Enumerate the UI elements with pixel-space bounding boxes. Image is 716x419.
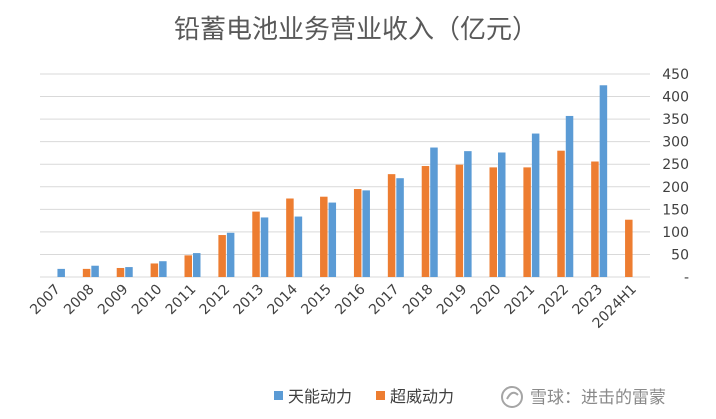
bar-tianneng-2017 bbox=[396, 178, 404, 277]
bar-tianneng-2023 bbox=[599, 85, 608, 278]
bar-tianneng-2012 bbox=[226, 232, 235, 277]
chart-title: 铅蓄电池业务营业收入（亿元） bbox=[174, 15, 538, 45]
legend-label-chaowei: 超威动力 bbox=[390, 387, 454, 406]
x-tick-label: 2007 bbox=[27, 282, 64, 319]
bar-chaowei-2024H1 bbox=[625, 219, 633, 277]
bar-chaowei-2011 bbox=[184, 255, 192, 277]
bar-tianneng-2008 bbox=[91, 265, 99, 277]
y-axis-ticks: 450 400 350 300 250 200 150 100 50 - bbox=[662, 67, 689, 286]
y-tick-label: 200 bbox=[662, 180, 689, 196]
legend: 天能动力 超威动力 bbox=[274, 387, 454, 406]
bar-chaowei-2015 bbox=[320, 196, 328, 277]
legend-swatch-tianneng bbox=[274, 391, 283, 400]
watermark-text: 雪球：进击的雷蒙 bbox=[530, 388, 666, 408]
bar-tianneng-2013 bbox=[260, 217, 269, 277]
bar-chaowei-2016 bbox=[353, 189, 362, 277]
bar-tianneng-2018 bbox=[430, 147, 438, 277]
x-tick-label: 2022 bbox=[536, 282, 573, 319]
bar-tianneng-2007 bbox=[57, 268, 65, 277]
bar-chaowei-2023 bbox=[591, 161, 599, 277]
x-tick-label: 2018 bbox=[400, 282, 437, 319]
bar-tianneng-2011 bbox=[193, 253, 201, 277]
legend-swatch-chaowei bbox=[376, 391, 385, 400]
bar-chaowei-2010 bbox=[150, 263, 159, 277]
bar-chaowei-2014 bbox=[286, 198, 294, 277]
y-tick-label: 400 bbox=[662, 90, 689, 106]
x-tick-label: 2012 bbox=[197, 282, 234, 319]
bar-tianneng-2022 bbox=[565, 115, 574, 277]
bar-tianneng-2009 bbox=[125, 267, 133, 277]
x-tick-label: 2008 bbox=[61, 282, 98, 319]
x-tick-label: 2010 bbox=[129, 282, 166, 319]
bar-tianneng-2020 bbox=[498, 152, 506, 277]
bar-tianneng-2010 bbox=[159, 261, 167, 277]
bar-tianneng-2015 bbox=[328, 202, 337, 277]
y-tick-label: 350 bbox=[662, 112, 689, 128]
bar-tianneng-2019 bbox=[464, 151, 472, 277]
bar-tianneng-2021 bbox=[531, 133, 540, 277]
bar-chaowei-2012 bbox=[218, 235, 226, 277]
y-tick-label: 450 bbox=[662, 67, 689, 83]
x-tick-label: 2019 bbox=[434, 282, 471, 319]
x-tick-label: 2021 bbox=[502, 282, 539, 319]
bar-chaowei-2008 bbox=[82, 268, 91, 277]
x-tick-label: 2015 bbox=[298, 282, 335, 319]
y-tick-label: 100 bbox=[662, 225, 689, 241]
bar-chaowei-2019 bbox=[455, 164, 464, 277]
bar-chaowei-2017 bbox=[387, 174, 396, 277]
bars bbox=[57, 85, 633, 278]
x-tick-label: 2016 bbox=[332, 281, 369, 318]
y-tick-label: 150 bbox=[662, 202, 689, 218]
y-tick-label: 50 bbox=[671, 247, 689, 263]
x-tick-label: 2017 bbox=[366, 282, 403, 319]
bar-tianneng-2016 bbox=[362, 190, 370, 277]
y-tick-label: 300 bbox=[662, 135, 689, 151]
x-tick-label: 2013 bbox=[231, 282, 268, 319]
bar-chaowei-2020 bbox=[489, 167, 497, 277]
bar-tianneng-2014 bbox=[294, 216, 303, 277]
bar-chaowei-2013 bbox=[252, 211, 260, 277]
x-tick-label: 2009 bbox=[95, 282, 132, 319]
x-tick-label: 2011 bbox=[163, 282, 200, 319]
bar-chaowei-2022 bbox=[557, 150, 565, 277]
gridlines bbox=[40, 73, 650, 278]
x-tick-label: 2020 bbox=[468, 282, 505, 319]
bar-chaowei-2018 bbox=[421, 166, 430, 277]
bar-chaowei-2021 bbox=[523, 167, 531, 277]
snowball-logo-icon bbox=[501, 386, 523, 408]
y-tick-label: 250 bbox=[662, 157, 689, 173]
x-axis-ticks: 2007200820092010201120122013201420152016… bbox=[27, 281, 640, 331]
bar-chaowei-2009 bbox=[116, 267, 125, 277]
x-tick-label: 2014 bbox=[264, 281, 301, 318]
legend-label-tianneng: 天能动力 bbox=[288, 387, 352, 406]
y-tick-label: - bbox=[684, 270, 689, 286]
watermark: 雪球：进击的雷蒙 bbox=[501, 386, 666, 408]
